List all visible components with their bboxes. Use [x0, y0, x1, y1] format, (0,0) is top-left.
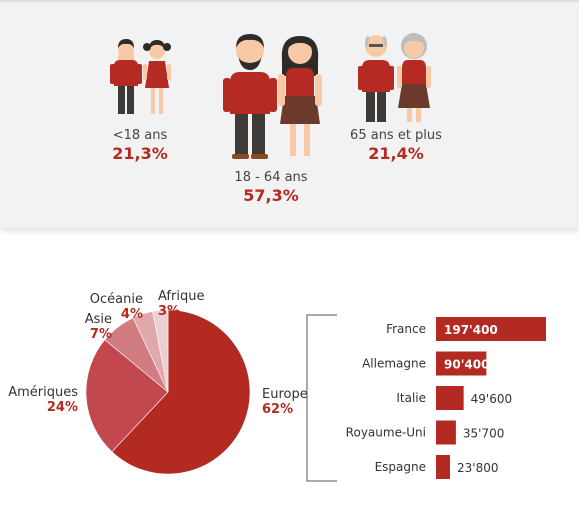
bar-value-label: 49'600 [471, 392, 512, 406]
countries-bar-chart: France 197'400 Allemagne 90'400 Italie 49'600… [306, 314, 546, 482]
pie-label: Afrique [158, 289, 204, 304]
group-value: 21,4% [368, 144, 424, 163]
demographics-panel: <18 ans 21,3% 18 - 64 ans 57,3% [0, 0, 579, 228]
group-under-18: <18 ans 21,3% [90, 128, 190, 163]
bar-category-label: Italie [396, 391, 426, 405]
pie-label: Europe [262, 387, 308, 402]
pie-value-label: 24% [47, 400, 78, 415]
bar-value-label: 23'800 [457, 461, 498, 475]
group-label: 18 - 64 ans [234, 170, 308, 185]
bar-category-label: Royaume-Uni [346, 426, 426, 440]
bracket-line [306, 314, 337, 482]
bar-france [436, 317, 546, 341]
adults-icon [223, 34, 322, 159]
bar-espagne [436, 455, 450, 479]
pie-value-label: 4% [121, 307, 143, 322]
pie-label: Asie [85, 312, 112, 327]
bar-category-label: Espagne [375, 460, 426, 474]
bar-value-label: 197'400 [444, 323, 498, 337]
pie-value-label: 7% [90, 327, 112, 342]
pie-slice-europe [111, 309, 251, 475]
bar-allemagne [436, 351, 487, 376]
group-value: 57,3% [243, 186, 299, 205]
pie-label: Océanie [90, 292, 143, 307]
bar-italie [436, 386, 464, 410]
children-icon [110, 39, 171, 114]
bar-value-label: 35'700 [463, 427, 504, 441]
group-18-64: 18 - 64 ans 57,3% [216, 170, 326, 205]
seniors-icon [358, 33, 431, 122]
pie-value-label: 62% [262, 402, 293, 417]
pie-slice-afrique [152, 309, 169, 393]
bar-category-label: Allemagne [362, 357, 426, 371]
pie-value-label: 3% [158, 304, 180, 319]
bar-category-label: France [386, 322, 426, 336]
bar-royaume-uni [436, 420, 456, 445]
pie-slice-amériques [85, 339, 169, 453]
bar-value-label: 90'400 [444, 358, 489, 372]
group-65-plus: 65 ans et plus 21,4% [336, 128, 456, 163]
group-label: 65 ans et plus [350, 128, 442, 143]
group-label: <18 ans [112, 128, 168, 143]
pie-label: Amériques [8, 385, 78, 400]
group-value: 21,3% [112, 144, 168, 163]
